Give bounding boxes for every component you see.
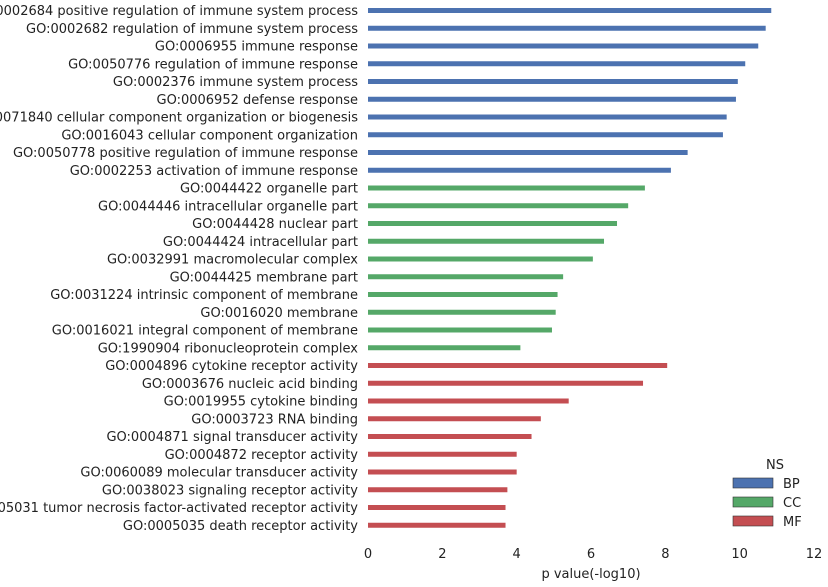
category-label: GO:0002253 activation of immune response bbox=[70, 164, 358, 179]
bar-bp-5 bbox=[368, 79, 738, 84]
category-label: GO:0016021 integral component of membran… bbox=[52, 324, 358, 339]
bars-layer bbox=[368, 8, 772, 528]
bar-bp-7 bbox=[368, 114, 727, 120]
category-label: GO:0006952 defense response bbox=[157, 93, 359, 108]
bar-bp-2 bbox=[368, 25, 766, 31]
x-tick-label: 4 bbox=[513, 547, 521, 562]
bar-mf-2 bbox=[368, 380, 644, 386]
category-label: GO:0004872 receptor activity bbox=[165, 448, 359, 463]
bar-cc-3 bbox=[368, 221, 618, 226]
category-label: GO:0071840 cellular component organizati… bbox=[0, 111, 358, 126]
bar-bp-4 bbox=[368, 61, 746, 67]
category-labels-layer: GO:0002684 positive regulation of immune… bbox=[0, 4, 358, 534]
category-label: GO:0002684 positive regulation of immune… bbox=[0, 4, 358, 19]
bar-mf-10 bbox=[368, 522, 506, 528]
bar-cc-7 bbox=[368, 292, 558, 297]
category-label: GO:0005035 death receptor activity bbox=[123, 519, 358, 534]
category-label: GO:0032991 macromolecular complex bbox=[107, 253, 358, 268]
category-label: GO:0016020 membrane bbox=[200, 306, 358, 321]
category-label: GO:0003723 RNA binding bbox=[191, 412, 358, 427]
category-label: GO:0060089 molecular transducer activity bbox=[80, 466, 358, 481]
category-label: GO:1990904 ribonucleoprotein complex bbox=[98, 341, 359, 356]
bar-cc-10 bbox=[368, 345, 521, 351]
legend-label-bp: BP bbox=[783, 477, 800, 492]
legend-swatch-cc bbox=[732, 496, 774, 508]
category-label: GO:0050776 regulation of immune response bbox=[68, 57, 358, 72]
bar-mf-3 bbox=[368, 398, 569, 404]
bar-bp-10 bbox=[368, 167, 671, 173]
bar-mf-6 bbox=[368, 451, 517, 457]
category-label: GO:0044428 nuclear part bbox=[192, 217, 358, 232]
bar-cc-5 bbox=[368, 256, 593, 262]
category-label: GO:0050778 positive regulation of immune… bbox=[13, 146, 358, 161]
legend-label-mf: MF bbox=[783, 515, 802, 530]
category-label: GO:0004871 signal transducer activity bbox=[106, 430, 358, 445]
bar-cc-1 bbox=[368, 185, 645, 191]
category-label: GO:0031224 intrinsic component of membra… bbox=[50, 288, 358, 303]
category-label: GO:0044446 intracellular organelle part bbox=[98, 199, 358, 214]
category-label: GO:0002682 regulation of immune system p… bbox=[26, 22, 358, 37]
category-label: GO:0044424 intracellular part bbox=[163, 235, 358, 250]
bar-cc-9 bbox=[368, 327, 552, 333]
bar-mf-4 bbox=[368, 416, 541, 422]
category-label: GO:0016043 cellular component organizati… bbox=[61, 128, 358, 143]
category-label: GO:0005031 tumor necrosis factor-activat… bbox=[0, 501, 358, 516]
x-tick-label: 10 bbox=[731, 547, 748, 562]
bar-mf-1 bbox=[368, 363, 668, 368]
x-tick-label: 6 bbox=[587, 547, 595, 562]
category-label: GO:0003676 nucleic acid binding bbox=[142, 377, 358, 392]
category-label: GO:0044425 membrane part bbox=[170, 270, 358, 285]
bar-bp-6 bbox=[368, 96, 736, 102]
legend-swatch-bp bbox=[732, 477, 774, 489]
category-label: GO:0044422 organelle part bbox=[180, 182, 358, 197]
bar-mf-7 bbox=[368, 469, 517, 475]
x-tick-label: 12 bbox=[806, 547, 823, 562]
category-label: GO:0004896 cytokine receptor activity bbox=[105, 359, 358, 374]
bar-bp-8 bbox=[368, 132, 723, 138]
bar-bp-1 bbox=[368, 8, 772, 13]
bar-mf-8 bbox=[368, 487, 508, 493]
bar-mf-9 bbox=[368, 505, 506, 510]
bar-cc-6 bbox=[368, 274, 564, 280]
category-label: GO:0038023 signaling receptor activity bbox=[102, 483, 358, 498]
bar-cc-4 bbox=[368, 238, 605, 244]
bar-cc-2 bbox=[368, 203, 629, 209]
x-tick-label: 2 bbox=[438, 547, 446, 562]
x-tick-label: 8 bbox=[661, 547, 669, 562]
x-axis: 0 2 4 6 8 10 12 bbox=[364, 547, 822, 562]
category-label: GO:0002376 immune system process bbox=[113, 75, 358, 90]
legend-title: NS bbox=[766, 458, 784, 473]
x-tick-label: 0 bbox=[364, 547, 372, 562]
bar-mf-5 bbox=[368, 434, 532, 439]
legend: NS BP CC MF bbox=[732, 458, 802, 530]
category-label: GO:0006955 immune response bbox=[155, 40, 358, 55]
legend-label-cc: CC bbox=[783, 496, 801, 511]
category-label: GO:0019955 cytokine binding bbox=[164, 395, 358, 410]
bar-bp-9 bbox=[368, 150, 688, 155]
legend-swatch-mf bbox=[732, 515, 774, 527]
bar-bp-3 bbox=[368, 43, 759, 49]
bar-cc-8 bbox=[368, 309, 556, 315]
x-axis-label: p value(-log10) bbox=[541, 567, 640, 582]
